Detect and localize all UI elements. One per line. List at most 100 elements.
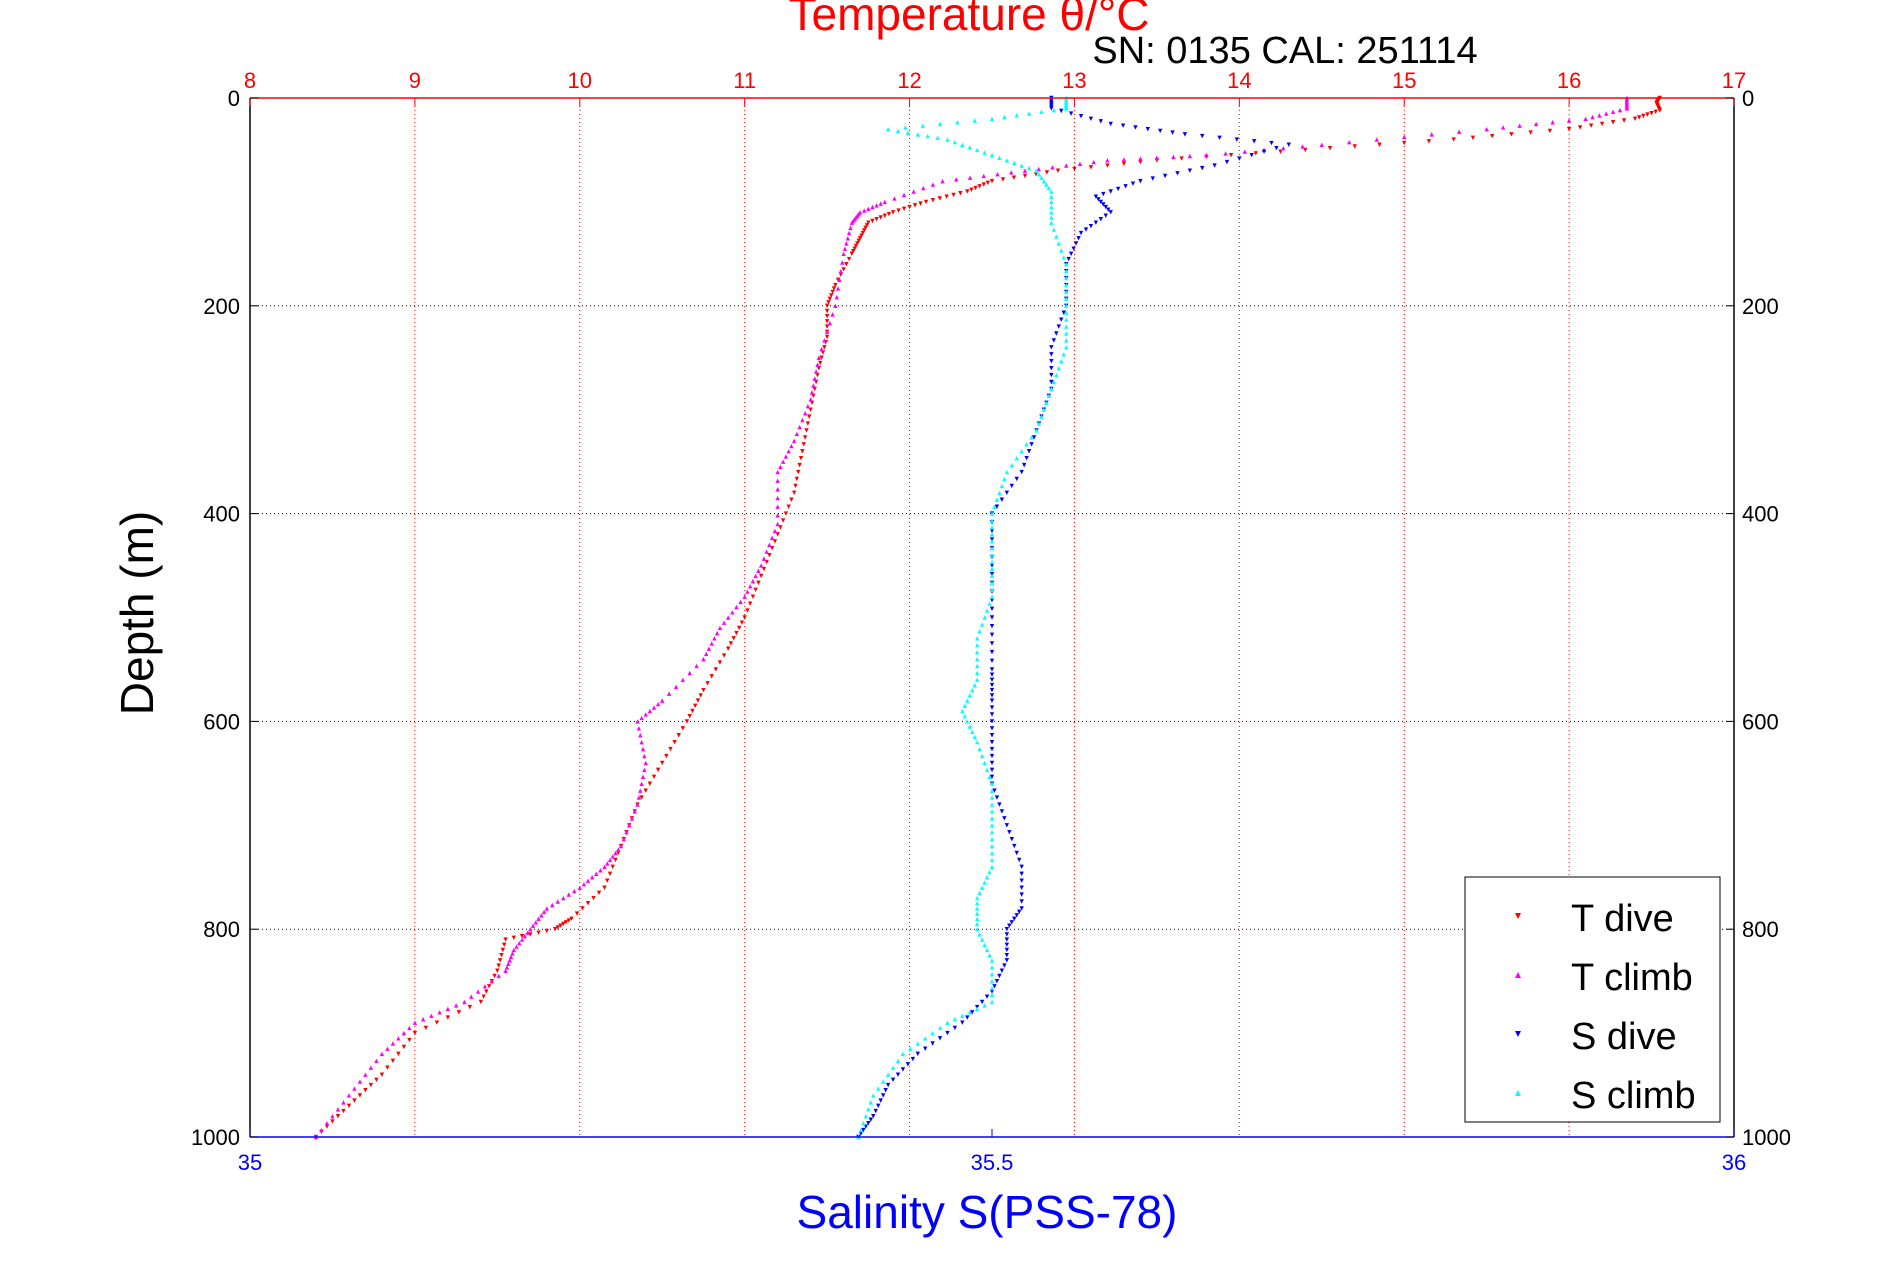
data-point xyxy=(908,1046,913,1051)
data-point xyxy=(1007,923,1012,928)
data-point xyxy=(566,892,571,897)
data-point xyxy=(989,774,995,780)
y-axis-title: Depth (m) xyxy=(111,511,163,715)
data-point xyxy=(767,552,772,558)
data-point xyxy=(982,615,987,620)
data-point xyxy=(1610,120,1616,125)
data-point xyxy=(703,651,709,657)
data-point xyxy=(855,241,860,246)
data-point xyxy=(1641,113,1646,119)
data-point xyxy=(561,921,566,927)
data-point xyxy=(819,346,824,352)
data-point xyxy=(528,927,533,932)
data-point xyxy=(467,1004,473,1010)
data-point xyxy=(638,733,643,738)
data-point xyxy=(602,885,607,890)
data-point xyxy=(1059,248,1064,253)
data-point xyxy=(775,504,780,509)
data-point xyxy=(820,350,826,355)
data-point xyxy=(1014,476,1019,482)
salinity-tick-label: 35 xyxy=(238,1150,262,1175)
data-point xyxy=(937,121,943,127)
data-point xyxy=(844,262,849,267)
data-point xyxy=(330,1119,335,1124)
data-point xyxy=(880,1079,886,1084)
data-point xyxy=(591,895,596,901)
data-point xyxy=(1550,120,1555,125)
data-point xyxy=(401,1030,407,1036)
data-point xyxy=(794,431,800,437)
data-point xyxy=(1645,112,1650,117)
data-point xyxy=(1004,823,1010,828)
data-point xyxy=(824,308,830,314)
data-point xyxy=(346,1103,352,1109)
data-point xyxy=(1039,175,1044,180)
data-point xyxy=(989,958,995,963)
data-point xyxy=(1145,126,1151,132)
data-point xyxy=(901,192,907,198)
data-point xyxy=(764,549,769,554)
data-point xyxy=(504,965,510,970)
data-point xyxy=(621,836,626,842)
data-point xyxy=(605,878,610,883)
data-point xyxy=(840,260,845,265)
data-point xyxy=(1046,185,1052,191)
data-point xyxy=(989,677,995,683)
data-point xyxy=(819,355,824,360)
legend-item-t-dive: T dive xyxy=(1515,898,1674,940)
data-point xyxy=(905,130,911,135)
data-point xyxy=(967,1010,972,1015)
data-point xyxy=(885,1082,891,1088)
data-point xyxy=(841,251,846,257)
data-point xyxy=(680,726,686,731)
data-point xyxy=(1274,146,1279,151)
data-point xyxy=(1004,927,1010,932)
data-point xyxy=(569,916,574,922)
data-point xyxy=(1303,147,1308,153)
data-point xyxy=(589,875,595,880)
data-point xyxy=(1022,168,1028,173)
data-point xyxy=(900,1051,906,1057)
legend-marker xyxy=(1515,1090,1521,1096)
data-point xyxy=(713,667,719,672)
data-point xyxy=(1426,139,1432,144)
data-point xyxy=(811,393,816,399)
data-point xyxy=(566,918,571,923)
data-point xyxy=(445,1015,451,1020)
data-point xyxy=(846,256,852,262)
data-point xyxy=(742,615,747,620)
depth-tick-label-left: 800 xyxy=(203,917,240,942)
data-point xyxy=(989,563,995,568)
data-point xyxy=(767,542,772,547)
data-point xyxy=(972,682,977,688)
data-point xyxy=(863,1114,869,1119)
data-point xyxy=(1352,144,1357,149)
data-point xyxy=(1055,168,1061,173)
data-point xyxy=(747,584,753,589)
data-point xyxy=(1061,255,1066,260)
data-point xyxy=(1657,108,1662,113)
data-point xyxy=(989,658,995,663)
data-point xyxy=(396,1036,401,1041)
data-point xyxy=(809,400,815,405)
data-point xyxy=(937,1025,943,1031)
temperature-tick-label: 11 xyxy=(733,68,756,93)
data-point xyxy=(960,142,965,147)
data-point xyxy=(642,753,647,759)
data-point xyxy=(725,646,731,651)
data-point xyxy=(368,1082,374,1088)
data-point xyxy=(469,994,474,999)
data-point xyxy=(874,203,879,208)
data-point xyxy=(1014,850,1019,856)
data-point xyxy=(1019,449,1024,454)
data-point xyxy=(989,965,995,970)
data-point xyxy=(871,1114,876,1119)
data-point xyxy=(965,698,970,703)
data-point xyxy=(994,504,1000,509)
data-point xyxy=(989,989,995,994)
data-point xyxy=(969,187,974,192)
data-point xyxy=(1064,331,1069,336)
data-point xyxy=(1106,207,1111,212)
data-point xyxy=(1347,139,1352,145)
data-point xyxy=(987,774,992,780)
